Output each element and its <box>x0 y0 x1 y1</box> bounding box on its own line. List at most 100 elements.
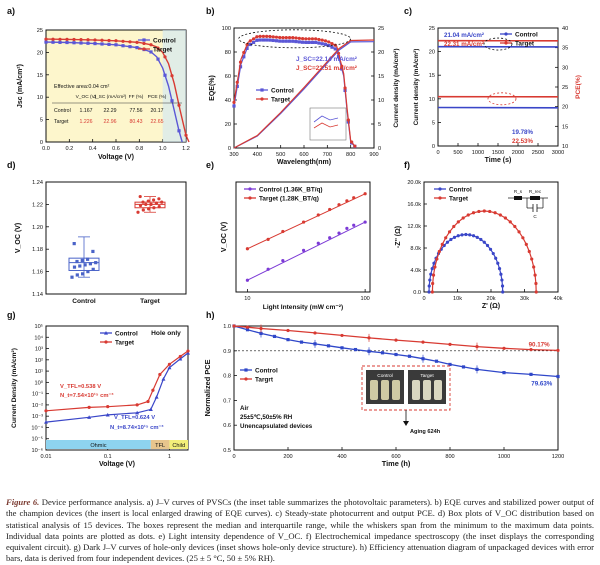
panel-b-legend-marker <box>260 97 263 100</box>
panel-g-point <box>186 349 189 352</box>
panel-f-point <box>477 210 480 213</box>
panel-b-legend-marker <box>260 88 263 91</box>
panel-a-legend-label: Control <box>153 38 176 45</box>
panel-a-point <box>135 41 138 44</box>
panel-e-point <box>364 220 367 223</box>
panel-f-point <box>431 282 434 285</box>
panel-d-point <box>136 211 139 214</box>
panel-b-xtick-label: 500 <box>276 152 285 158</box>
panel-b-point <box>285 36 288 39</box>
panel-f-point <box>457 234 460 237</box>
panel-b-ytick-label: 80 <box>225 50 231 56</box>
panel-f-point <box>453 236 456 239</box>
panel-d-point <box>147 207 150 210</box>
panel-f-circuit-label: R_rec <box>529 189 542 194</box>
panel-g-point <box>155 395 159 399</box>
panel-f-legend-label: Target <box>449 196 469 203</box>
panel-f-xtick-label: 10k <box>453 296 462 302</box>
panel-g-ytick-label: 10⁻⁵ <box>32 436 44 443</box>
panel-a-point <box>65 38 68 41</box>
panel-a-table-cell: 1.226 <box>80 119 93 125</box>
panel-b-point <box>294 36 297 39</box>
panel-g-legend-label: Control <box>115 331 138 338</box>
panel-f-point <box>494 257 497 260</box>
panel-b-point <box>308 41 311 44</box>
panel-g-ytick-label: 10¹ <box>35 369 43 375</box>
panel-a-xlabel: Voltage (V) <box>98 154 134 161</box>
panel-a-table-header: J_SC (mA/cm²) <box>94 94 127 100</box>
panel-f-point <box>489 248 492 251</box>
panel-e-point <box>246 247 249 250</box>
panel-g-point <box>158 373 161 376</box>
panel-b-point <box>317 41 320 44</box>
panel-d-point <box>152 198 155 201</box>
panel-h-inset-device <box>370 380 378 400</box>
panel-a-xtick-label: 0.2 <box>65 146 73 152</box>
panel-h-ylabel: Normalized PCE <box>203 359 212 416</box>
panel-f-point <box>488 210 491 213</box>
panel-b-y2tick-label: 0 <box>378 146 381 152</box>
panel-b-legend-label: Control <box>271 88 294 95</box>
panel-b-point <box>236 81 239 84</box>
panel-g-region-label: Child <box>172 443 185 449</box>
panel-f-point <box>500 278 503 281</box>
panel-c-y2tick-label: 30 <box>562 65 568 71</box>
panel-e-point <box>345 199 348 202</box>
panel-f-circuit-label: R_s <box>514 189 523 194</box>
panel-a-point <box>121 44 124 47</box>
panel-a-ytick-label: 20 <box>37 50 43 56</box>
panel-h-legend-marker <box>244 377 247 380</box>
panel-b-point <box>324 39 327 42</box>
panel-h-legend-marker <box>244 368 247 371</box>
panel-f-xtick-label: 0 <box>422 296 425 302</box>
panel-f-point <box>501 290 504 293</box>
panel-b-point <box>301 37 304 40</box>
panel-a-table-cell: 22.65 <box>151 119 164 125</box>
panel-f-point <box>457 220 460 223</box>
panel-g-legend-label: Target <box>115 340 135 347</box>
panel-g-xlabel: Voltage (V) <box>99 461 135 468</box>
panel-d-point <box>84 263 87 266</box>
panel-b-point <box>288 36 291 39</box>
panel-b-point <box>298 40 301 43</box>
panel-b-point <box>294 40 297 43</box>
panel-b-point <box>308 37 311 40</box>
panel-f-ytick-label: 12.0k <box>407 224 421 230</box>
panel-h-env-unencapsulated: Unencapsulated devices <box>240 423 313 430</box>
panel-e-point <box>364 192 367 195</box>
panel-d-label: d) <box>7 160 16 170</box>
panel-a-point <box>65 41 68 44</box>
panel-a-point <box>177 129 180 132</box>
panel-e-label: e) <box>206 160 214 170</box>
panel-d-ytick-label: 1.16 <box>32 270 43 276</box>
panel-h-label: h) <box>206 310 215 320</box>
panel-b-ylabel: EQE(%) <box>209 75 216 101</box>
panel-a-xtick-label: 0.0 <box>42 146 50 152</box>
panel-a-point <box>107 43 110 46</box>
panel-g-ytick-label: 10⁻² <box>32 403 43 409</box>
panel-f-point <box>464 233 467 236</box>
panel-f-circuit-rs <box>514 196 522 200</box>
panel-f-xtick-label: 40k <box>553 296 562 302</box>
panel-c-circle-current <box>484 38 512 50</box>
panel-b-point <box>278 36 281 39</box>
panel-d-point <box>78 264 81 267</box>
panel-h-aging-label: Aging 624h <box>410 429 441 435</box>
panel-d-point <box>73 266 76 269</box>
panel-a-point <box>156 58 159 61</box>
panel-c-y2tick-label: 25 <box>562 85 568 91</box>
panel-b-point <box>347 118 350 121</box>
panel-g-region-label: Ohmic <box>90 443 106 449</box>
panel-e-point <box>352 224 355 227</box>
panel-a-ylabel: Jsc (mA/cm²) <box>17 64 24 108</box>
panel-c-xtick-label: 1000 <box>472 150 484 156</box>
panel-c-ytick-label: 25 <box>429 26 435 32</box>
panel-b-xtick-label: 900 <box>369 152 378 158</box>
panel-g-ytick-label: 10⁻¹ <box>32 392 43 398</box>
panel-d-point <box>142 208 145 211</box>
panel-c-xtick-label: 2500 <box>532 150 544 156</box>
panel-g-ytick-label: 10⁻⁶ <box>32 447 43 454</box>
panel-b-xtick-label: 300 <box>229 152 238 158</box>
panel-a-table-header: PCE (%) <box>148 94 167 100</box>
panel-b-point <box>330 42 333 45</box>
